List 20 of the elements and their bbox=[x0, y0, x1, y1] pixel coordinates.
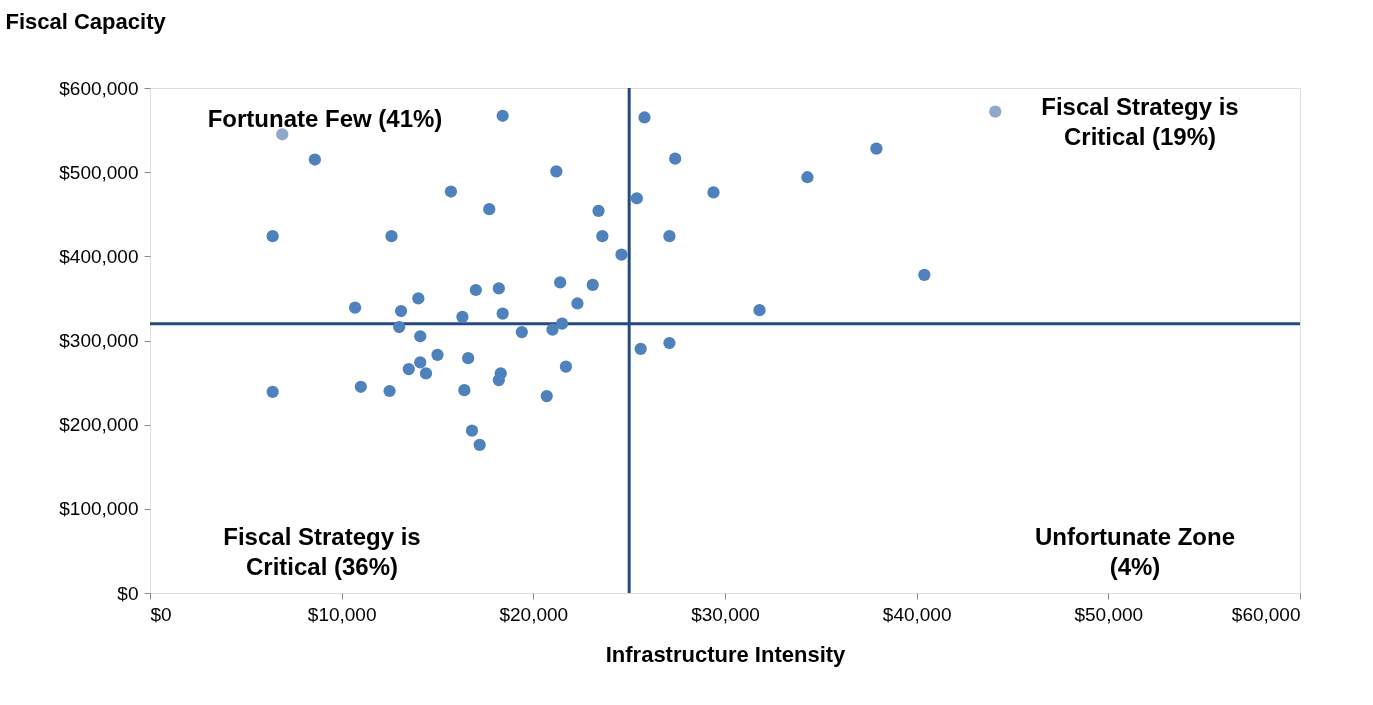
x-tick-label: $30,000 bbox=[691, 603, 760, 625]
annotation: Fortunate Few (41%) bbox=[207, 105, 443, 132]
y-tick-label: $0 bbox=[117, 582, 139, 604]
y-axis-title: Fiscal Capacity bbox=[5, 8, 167, 34]
annotation: Unfortunate Zone (4%) bbox=[1035, 523, 1235, 580]
x-axis-title: Infrastructure Intensity bbox=[605, 641, 847, 667]
x-tick-label: $0 bbox=[150, 603, 172, 625]
y-tick-label: $400,000 bbox=[59, 245, 139, 267]
y-tick-label: $200,000 bbox=[59, 414, 139, 436]
y-tick-label: $600,000 bbox=[59, 77, 139, 99]
y-tick-label: $100,000 bbox=[59, 498, 139, 520]
x-tick-label: $40,000 bbox=[882, 603, 952, 625]
y-tick-label: $300,000 bbox=[59, 330, 139, 351]
x-tick-label: $50,000 bbox=[1074, 603, 1144, 625]
x-tick-label: $10,000 bbox=[307, 603, 377, 625]
y-tick-label: $500,000 bbox=[59, 161, 139, 183]
annotation: Fiscal Strategy is Critical (36%) bbox=[223, 523, 421, 580]
x-tick-label: $20,000 bbox=[499, 603, 569, 625]
x-tick-label: $60,000 bbox=[1231, 603, 1301, 625]
annotation: Fiscal Strategy is Critical (19%) bbox=[1041, 93, 1239, 150]
